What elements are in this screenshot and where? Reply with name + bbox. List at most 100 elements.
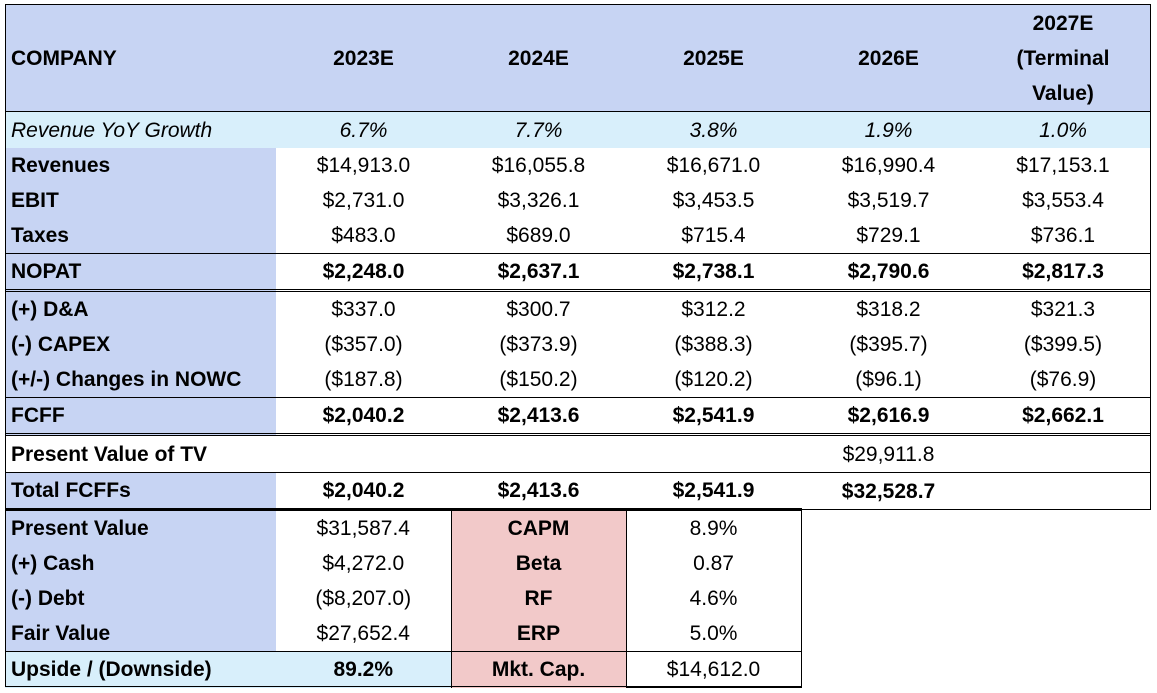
cell: $729.1 <box>801 218 976 254</box>
fcff-row: FCFF $2,040.2 $2,413.6 $2,541.9 $2,616.9… <box>5 397 1150 435</box>
company-header: COMPANY <box>5 4 276 112</box>
cell: $17,153.1 <box>976 148 1150 183</box>
growth-value: 7.7% <box>451 111 626 148</box>
row-label: (-) CAPEX <box>5 327 276 362</box>
year-header: 2024E <box>451 4 626 112</box>
param-label: ERP <box>450 616 627 652</box>
cell: $2,790.6 <box>801 253 976 291</box>
row-label: Upside / (Downside) <box>5 651 276 688</box>
cell: ($8,207.0) <box>276 581 451 616</box>
cell: ($373.9) <box>451 327 626 362</box>
cell: $3,519.7 <box>801 183 976 218</box>
cell: $3,326.1 <box>451 183 626 218</box>
cell: $2,541.9 <box>626 397 801 435</box>
cell: ($399.5) <box>976 327 1150 362</box>
terminal-line-3: Value) <box>1032 81 1094 105</box>
row-label: EBIT <box>5 183 276 218</box>
year-header-terminal: 2027E (Terminal Value) <box>976 4 1150 112</box>
row-label: FCFF <box>5 397 276 435</box>
table-row: EBIT $2,731.0 $3,326.1 $3,453.5 $3,519.7… <box>5 183 1150 218</box>
upside-row: Upside / (Downside) 89.2% Mkt. Cap. $14,… <box>5 651 1150 688</box>
row-label: Total FCFFs <box>5 472 276 510</box>
cell: $321.3 <box>976 289 1150 327</box>
year-header: 2025E <box>626 4 801 112</box>
param-label: RF <box>450 581 627 616</box>
valuation-row: (-) Debt ($8,207.0) RF 4.6% <box>5 581 1150 616</box>
cell: $16,990.4 <box>801 148 976 183</box>
param-value: $14,612.0 <box>626 651 802 688</box>
cell: $300.7 <box>451 289 626 327</box>
valuation-row: (+) Cash $4,272.0 Beta 0.87 <box>5 546 1150 581</box>
growth-value: 3.8% <box>626 111 801 148</box>
cell: ($395.7) <box>801 327 976 362</box>
year-header: 2026E <box>801 4 976 112</box>
cell: $31,587.4 <box>276 508 451 546</box>
param-value: 0.87 <box>626 546 802 581</box>
cell: ($187.8) <box>276 362 451 398</box>
table-row: Taxes $483.0 $689.0 $715.4 $729.1 $736.1 <box>5 218 1150 254</box>
growth-value: 1.0% <box>976 111 1150 148</box>
cell: $689.0 <box>451 218 626 254</box>
param-label: Beta <box>450 546 627 581</box>
cell: 89.2% <box>276 651 451 688</box>
growth-row: Revenue YoY Growth 6.7% 7.7% 3.8% 1.9% 1… <box>5 111 1150 148</box>
dcf-table: COMPANY 2023E 2024E 2025E 2026E 2027E (T… <box>5 4 1150 688</box>
param-label: CAPM <box>450 508 627 546</box>
row-label: (+) D&A <box>5 289 276 327</box>
cell: ($76.9) <box>976 362 1150 398</box>
growth-value: 1.9% <box>801 111 976 148</box>
cell: $2,738.1 <box>626 253 801 291</box>
total-fcff-row: Total FCFFs $2,040.2 $2,413.6 $2,541.9 $… <box>5 472 1150 510</box>
valuation-row: Present Value $31,587.4 CAPM 8.9% <box>5 508 1150 546</box>
cell: $16,671.0 <box>626 148 801 183</box>
param-value: 5.0% <box>626 616 802 652</box>
nopat-row: NOPAT $2,248.0 $2,637.1 $2,738.1 $2,790.… <box>5 253 1150 291</box>
cell: $4,272.0 <box>276 546 451 581</box>
row-label: Present Value <box>5 508 276 546</box>
cell: $736.1 <box>976 218 1150 254</box>
row-label: NOPAT <box>5 253 276 291</box>
row-label: (+/-) Changes in NOWC <box>5 362 276 398</box>
pv-tv-row: Present Value of TV $29,911.8 <box>5 433 1150 473</box>
terminal-line-1: 2027E <box>1032 11 1094 35</box>
cell: $318.2 <box>801 289 976 327</box>
cell: $2,817.3 <box>976 253 1150 291</box>
cell: $2,637.1 <box>451 253 626 291</box>
valuation-row: Fair Value $27,652.4 ERP 5.0% <box>5 616 1150 652</box>
row-label: (-) Debt <box>5 581 276 616</box>
cell: $715.4 <box>626 218 801 254</box>
row-label: Fair Value <box>5 616 276 652</box>
year-header: 2023E <box>276 4 451 112</box>
table-row: Revenues $14,913.0 $16,055.8 $16,671.0 $… <box>5 148 1150 183</box>
table-row: (+/-) Changes in NOWC ($187.8) ($150.2) … <box>5 362 1150 398</box>
cell: $2,413.6 <box>451 397 626 435</box>
cell: ($120.2) <box>626 362 801 398</box>
cell: $2,413.6 <box>451 472 626 510</box>
cell: ($96.1) <box>801 362 976 398</box>
table-row: (+) D&A $337.0 $300.7 $312.2 $318.2 $321… <box>5 289 1150 327</box>
cell: $3,453.5 <box>626 183 801 218</box>
cell: ($150.2) <box>451 362 626 398</box>
param-value: 8.9% <box>626 508 802 546</box>
growth-value: 6.7% <box>276 111 451 148</box>
header-row: COMPANY 2023E 2024E 2025E 2026E 2027E (T… <box>5 4 1150 112</box>
cell: ($388.3) <box>626 327 801 362</box>
cell: $2,040.2 <box>276 397 451 435</box>
cell: $32,528.7 <box>801 472 976 510</box>
cell: $2,616.9 <box>801 397 976 435</box>
cell: $27,652.4 <box>276 616 451 652</box>
cell: $337.0 <box>276 289 451 327</box>
table-row: (-) CAPEX ($357.0) ($373.9) ($388.3) ($3… <box>5 327 1150 362</box>
cell: ($357.0) <box>276 327 451 362</box>
cell: $16,055.8 <box>451 148 626 183</box>
cell: $3,553.4 <box>976 183 1150 218</box>
cell: $14,913.0 <box>276 148 451 183</box>
cell: $2,040.2 <box>276 472 451 510</box>
cell: $2,731.0 <box>276 183 451 218</box>
terminal-line-2: (Terminal <box>1016 46 1110 70</box>
cell: $2,662.1 <box>976 397 1150 435</box>
cell: $29,911.8 <box>801 433 976 473</box>
row-label: (+) Cash <box>5 546 276 581</box>
cell: $2,248.0 <box>276 253 451 291</box>
row-label: Taxes <box>5 218 276 254</box>
